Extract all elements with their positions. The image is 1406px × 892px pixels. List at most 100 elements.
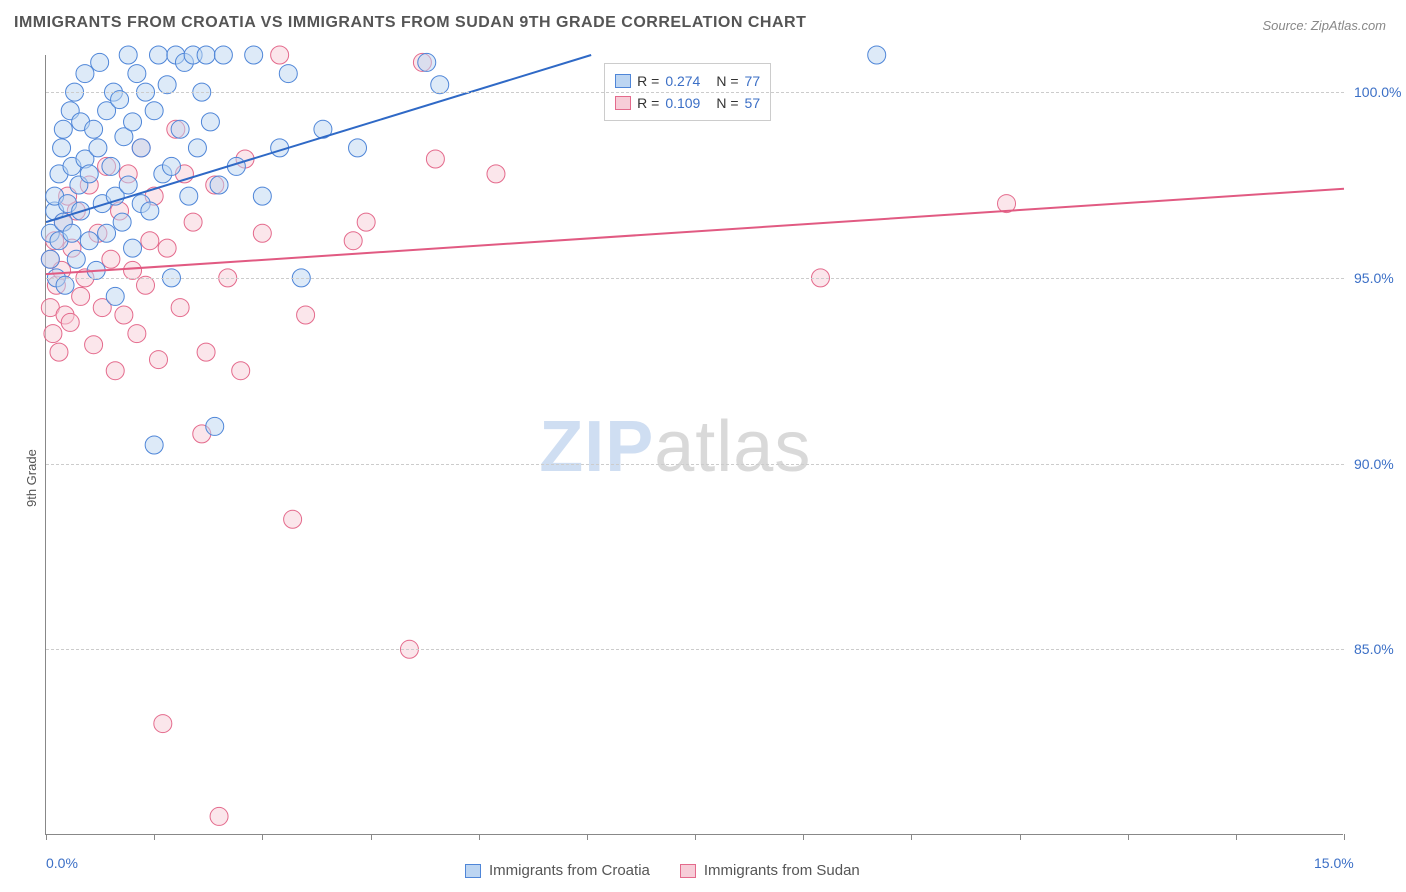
data-point [253, 187, 271, 205]
data-point [180, 187, 198, 205]
x-tick [262, 834, 263, 840]
data-point [868, 46, 886, 64]
data-point [115, 306, 133, 324]
data-point [128, 65, 146, 83]
data-point [124, 113, 142, 131]
data-point [158, 76, 176, 94]
x-tick [1236, 834, 1237, 840]
data-point [232, 362, 250, 380]
x-tick [479, 834, 480, 840]
legend-row-croatia: R = 0.274 N = 77 [615, 70, 760, 92]
swatch-croatia-icon [615, 74, 631, 88]
data-point [85, 336, 103, 354]
legend-r-label: R = [637, 95, 659, 111]
data-point [53, 139, 71, 157]
data-point [344, 232, 362, 250]
legend-n-label: N = [716, 95, 738, 111]
data-point [210, 176, 228, 194]
data-point [188, 139, 206, 157]
bottom-legend: Immigrants from Croatia Immigrants from … [465, 862, 860, 879]
data-point [197, 46, 215, 64]
data-point [124, 239, 142, 257]
legend-n-value-croatia: 77 [745, 73, 761, 89]
data-point [76, 65, 94, 83]
x-tick-label: 0.0% [46, 855, 78, 871]
data-point [184, 213, 202, 231]
grid-line [46, 464, 1344, 465]
trend-line [46, 189, 1344, 274]
data-point [487, 165, 505, 183]
data-point [102, 250, 120, 268]
data-point [426, 150, 444, 168]
data-point [253, 224, 271, 242]
x-tick [1344, 834, 1345, 840]
data-point [128, 325, 146, 343]
data-point [206, 417, 224, 435]
data-point [80, 165, 98, 183]
x-tick [154, 834, 155, 840]
data-point [132, 139, 150, 157]
y-tick-label: 100.0% [1354, 84, 1401, 100]
data-point [102, 157, 120, 175]
data-point [106, 362, 124, 380]
data-point [210, 807, 228, 825]
data-point [80, 232, 98, 250]
data-point [67, 250, 85, 268]
data-point [418, 53, 436, 71]
swatch-sudan-icon [615, 96, 631, 110]
x-tick [46, 834, 47, 840]
x-tick [587, 834, 588, 840]
chart-container: IMMIGRANTS FROM CROATIA VS IMMIGRANTS FR… [0, 0, 1406, 892]
data-point [113, 213, 131, 231]
data-point [284, 510, 302, 528]
data-point [145, 102, 163, 120]
data-point [137, 276, 155, 294]
plot-area: ZIPatlas R = 0.274 N = 77 R = 0.109 N = … [45, 55, 1343, 835]
data-point [145, 436, 163, 454]
data-point [54, 120, 72, 138]
x-tick [371, 834, 372, 840]
x-tick [1020, 834, 1021, 840]
data-point [106, 287, 124, 305]
data-point [61, 313, 79, 331]
data-point [349, 139, 367, 157]
data-point [271, 46, 289, 64]
y-tick-label: 95.0% [1354, 270, 1394, 286]
data-point [214, 46, 232, 64]
grid-line [46, 278, 1344, 279]
data-point [201, 113, 219, 131]
data-point [41, 250, 59, 268]
data-point [89, 139, 107, 157]
data-point [111, 91, 129, 109]
data-point [56, 276, 74, 294]
data-point [149, 46, 167, 64]
legend-r-value-sudan: 0.109 [665, 95, 700, 111]
chart-title: IMMIGRANTS FROM CROATIA VS IMMIGRANTS FR… [14, 14, 806, 32]
grid-line [46, 649, 1344, 650]
data-point [357, 213, 375, 231]
data-point [91, 53, 109, 71]
data-point [50, 343, 68, 361]
y-tick-label: 85.0% [1354, 641, 1394, 657]
data-point [141, 232, 159, 250]
data-point [85, 120, 103, 138]
x-tick [803, 834, 804, 840]
grid-line [46, 92, 1344, 93]
x-tick-label: 15.0% [1314, 855, 1354, 871]
data-point [119, 176, 137, 194]
bottom-legend-item-sudan: Immigrants from Sudan [680, 862, 860, 879]
data-point [171, 299, 189, 317]
x-tick [695, 834, 696, 840]
data-point [245, 46, 263, 64]
bottom-legend-item-croatia: Immigrants from Croatia [465, 862, 650, 879]
data-point [149, 351, 167, 369]
data-point [63, 224, 81, 242]
legend-row-sudan: R = 0.109 N = 57 [615, 92, 760, 114]
legend-r-label: R = [637, 73, 659, 89]
data-point [44, 325, 62, 343]
y-tick-label: 90.0% [1354, 456, 1394, 472]
data-point [141, 202, 159, 220]
data-point [72, 287, 90, 305]
chart-source: Source: ZipAtlas.com [1262, 18, 1386, 33]
series-label-sudan: Immigrants from Sudan [704, 862, 860, 879]
